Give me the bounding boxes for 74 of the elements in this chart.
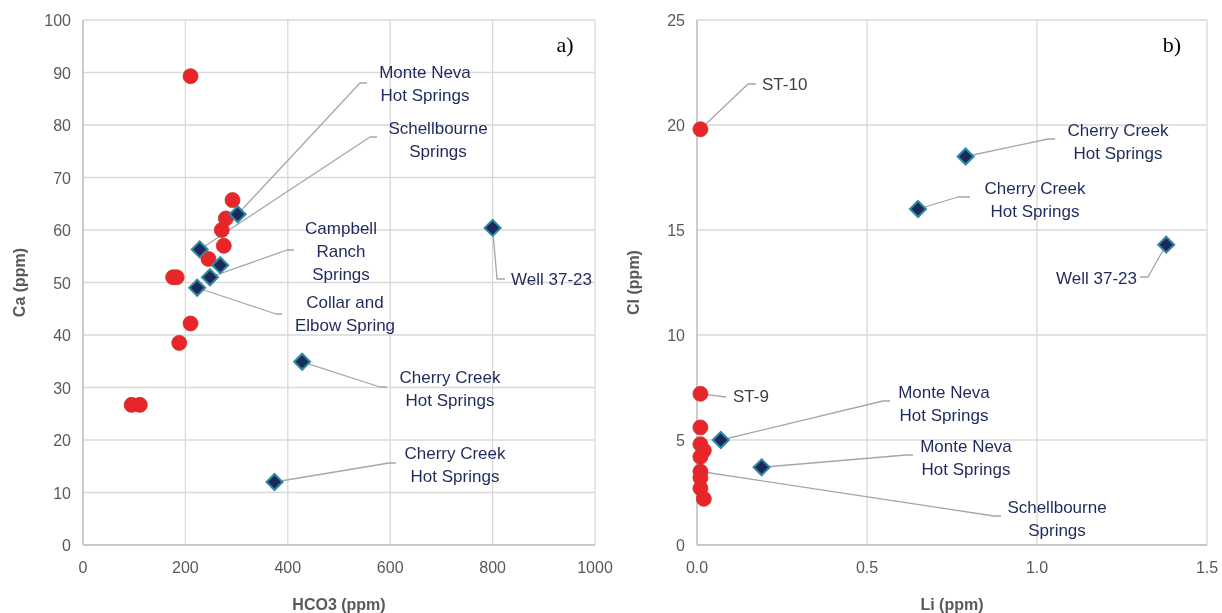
- annotation: Collar and Elbow Spring: [294, 293, 396, 335]
- point: [171, 334, 188, 351]
- annotation: b): [1162, 32, 1182, 57]
- point: [228, 205, 247, 224]
- y-tick-label: 60: [53, 222, 72, 239]
- annotation: a): [556, 32, 574, 57]
- x-tick-label: 0.5: [855, 559, 879, 576]
- point: [1157, 235, 1176, 254]
- annotation: Cherry Creek Hot Springs: [1067, 121, 1170, 163]
- point: [131, 396, 148, 413]
- point: [692, 385, 709, 402]
- point: [692, 419, 709, 436]
- point: [224, 192, 241, 208]
- y-tick-label: 20: [667, 117, 686, 134]
- y-tick-label: 15: [667, 222, 686, 239]
- x-axis-title: HCO3 (ppm): [292, 596, 386, 613]
- y-tick-label: 50: [53, 274, 72, 292]
- point: [752, 458, 771, 477]
- point: [182, 68, 199, 85]
- point: [200, 250, 217, 267]
- point: [692, 121, 709, 138]
- y-axis-title: Ca (ppm): [11, 247, 28, 318]
- annotation: Well 37-23: [1056, 269, 1137, 288]
- annotation: Well 37-23: [511, 270, 592, 289]
- y-tick-label: 70: [53, 169, 72, 187]
- point: [695, 490, 712, 507]
- y-tick-label: 20: [53, 432, 72, 449]
- annotation: Monte Neva Hot Springs: [379, 63, 472, 105]
- annotation: Monte Neva Hot Springs: [920, 437, 1013, 479]
- point: [213, 222, 230, 238]
- point: [692, 448, 709, 465]
- point: [200, 268, 219, 287]
- x-tick-label: 0.0: [685, 559, 709, 576]
- annotation: Schellbourne Springs: [1007, 498, 1107, 540]
- x-tick-label: 1.0: [1025, 559, 1049, 576]
- y-tick-label: 40: [53, 327, 72, 344]
- annotation: Monte Neva Hot Springs: [898, 383, 991, 425]
- x-tick-label: 1.5: [1195, 559, 1219, 576]
- y-tick-label: 30: [53, 379, 72, 397]
- point: [182, 315, 199, 332]
- x-tick-label: 1000: [577, 559, 613, 576]
- y-tick-label: 10: [667, 327, 686, 344]
- point: [711, 431, 730, 449]
- y-tick-label: 100: [44, 12, 72, 29]
- x-axis-title: Li (ppm): [920, 596, 984, 613]
- point: [956, 147, 975, 166]
- point: [215, 237, 232, 254]
- point: [909, 200, 927, 218]
- y-axis-title: Cl (ppm): [625, 250, 642, 315]
- y-tick-label: 90: [53, 64, 72, 82]
- x-tick-label: 600: [376, 559, 404, 576]
- x-tick-label: 200: [172, 559, 199, 576]
- point: [483, 218, 502, 237]
- point: [265, 473, 284, 491]
- annotation: Cherry Creek Hot Springs: [984, 179, 1087, 221]
- annotation: Schellbourne Springs: [388, 119, 488, 161]
- annotation: ST-9: [733, 387, 769, 406]
- y-tick-label: 5: [676, 432, 686, 449]
- y-tick-label: 0: [62, 537, 72, 554]
- point: [211, 256, 230, 275]
- x-tick-label: 400: [274, 559, 302, 576]
- annotation: Campbell Ranch Springs: [305, 219, 377, 284]
- point: [188, 278, 207, 297]
- x-tick-label: 0: [78, 559, 88, 576]
- y-tick-label: 25: [667, 12, 686, 29]
- x-tick-label: 800: [479, 559, 507, 576]
- y-tick-label: 0: [676, 537, 686, 554]
- y-tick-label: 80: [53, 117, 72, 134]
- annotation: Cherry Creek Hot Springs: [399, 368, 502, 410]
- y-tick-label: 10: [53, 484, 72, 502]
- annotation: Cherry Creek Hot Springs: [404, 444, 507, 486]
- point: [293, 352, 312, 371]
- point: [190, 240, 209, 259]
- annotation: ST-10: [762, 75, 808, 94]
